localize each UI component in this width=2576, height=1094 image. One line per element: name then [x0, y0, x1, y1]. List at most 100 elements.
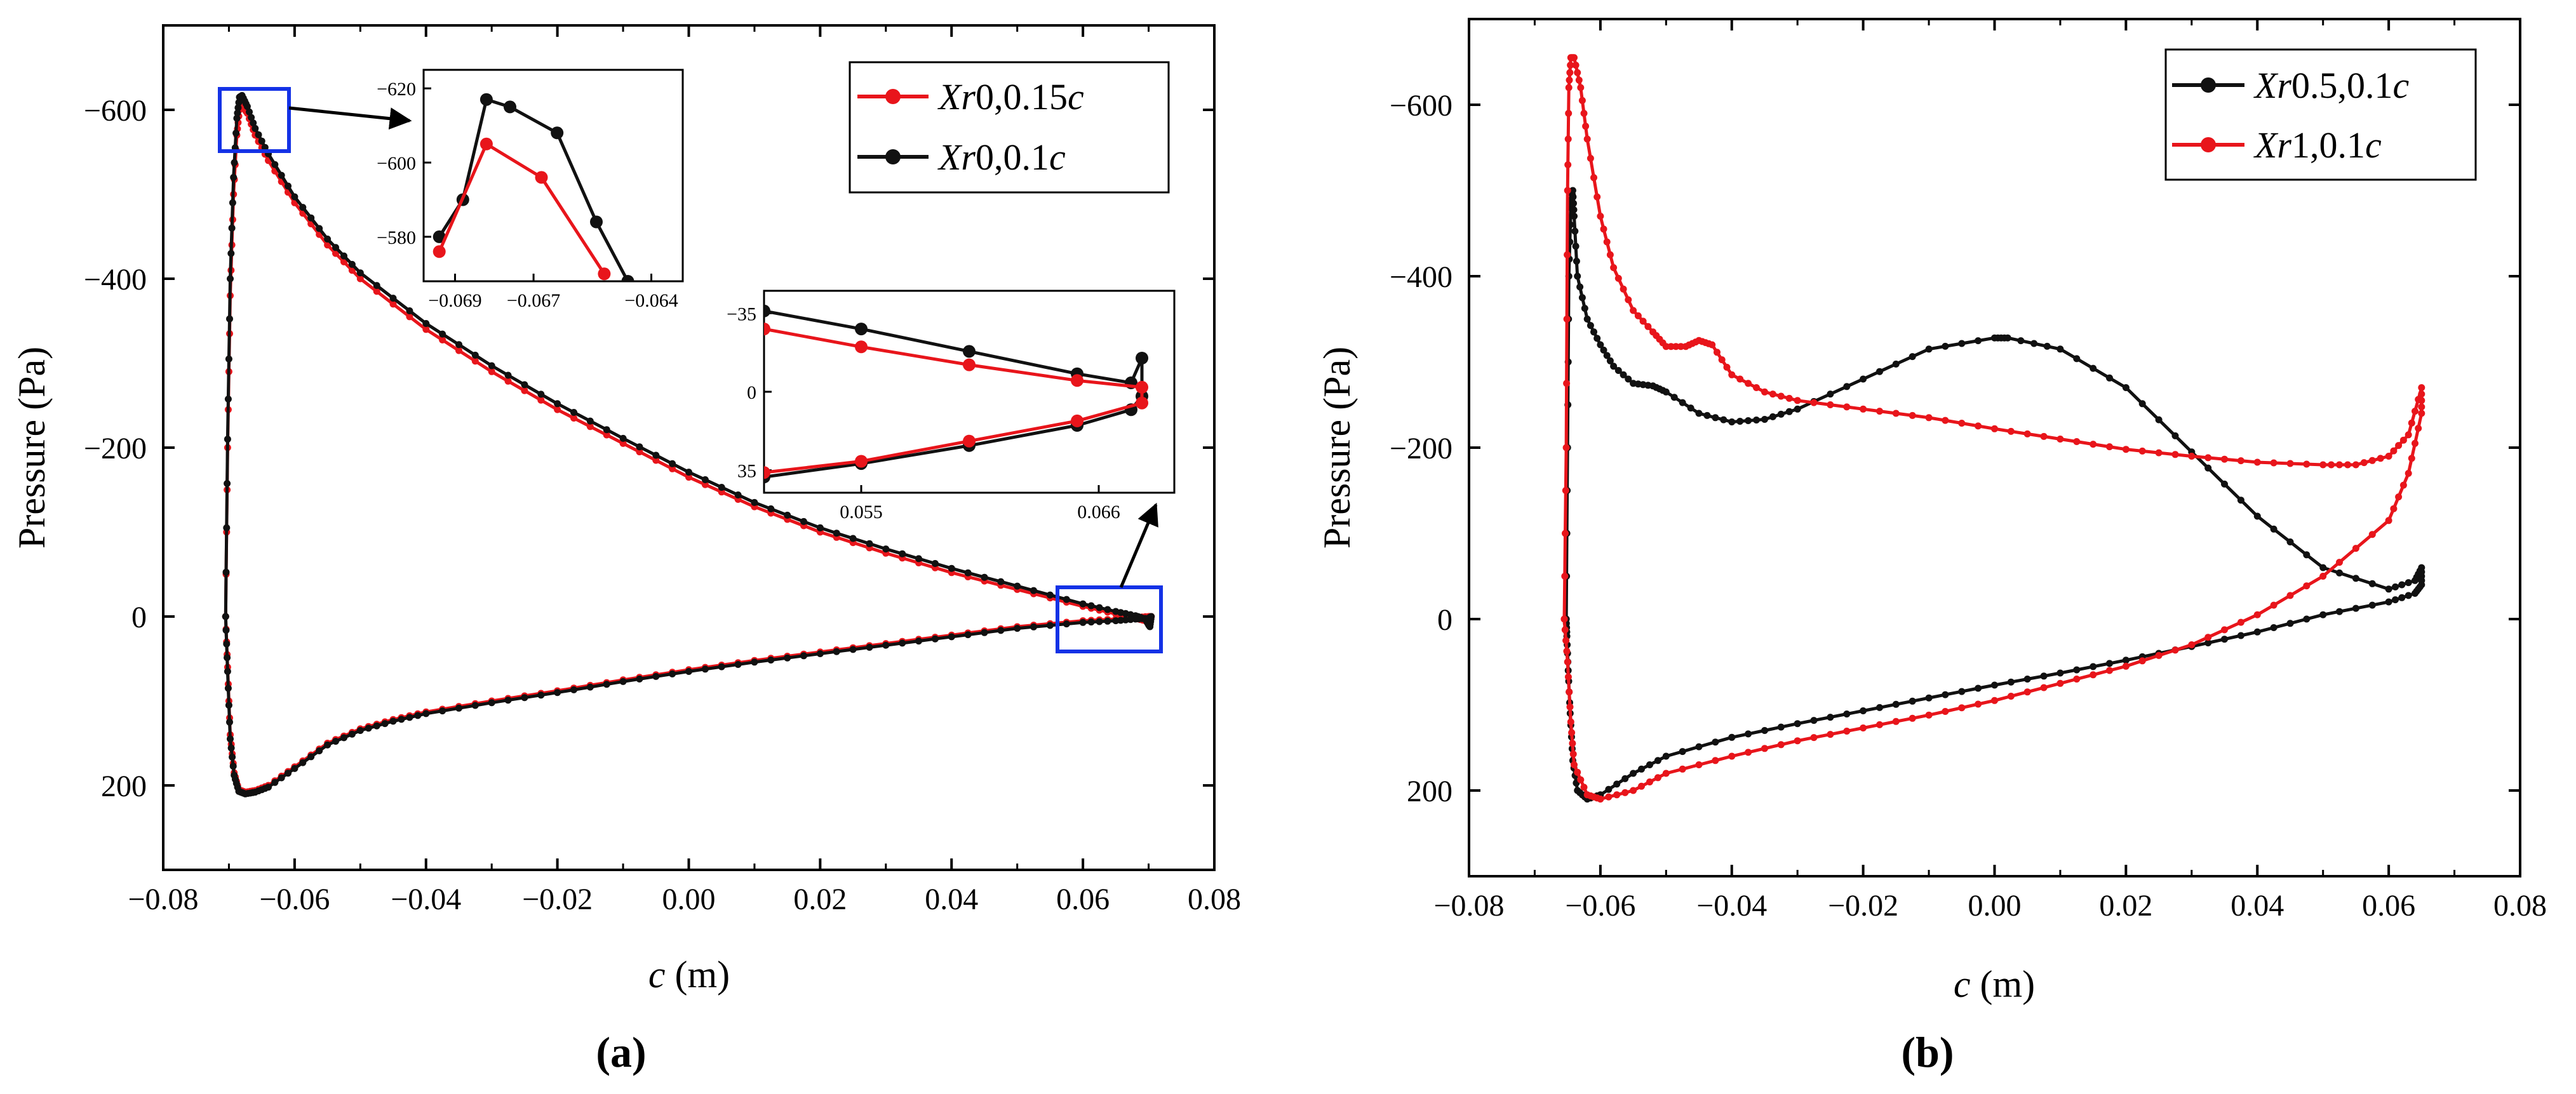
- a-series-0-point: [586, 423, 594, 430]
- a-series-1-point: [227, 250, 235, 257]
- b-series-1-point: [2303, 460, 2311, 468]
- b-series-0-point: [2352, 604, 2359, 612]
- a-series-1-point: [964, 631, 972, 639]
- b-series-0-point: [2221, 480, 2228, 488]
- a-series-1-point: [422, 710, 430, 717]
- b-series-0-point: [2106, 374, 2113, 382]
- b-series-1-point: [1564, 135, 1572, 143]
- b-series-0-point: [1745, 730, 1752, 738]
- b-series-1-point: [1718, 356, 1726, 364]
- a-series-1-point: [833, 530, 840, 537]
- in1-y-tick-label: −580: [377, 227, 416, 248]
- legend-a-label-1: Xr0,0.15c: [937, 76, 1084, 117]
- b-series-1-point: [2237, 457, 2244, 465]
- a-series-1-point: [227, 735, 234, 743]
- a-series-1-point: [521, 381, 528, 389]
- legend-a-label-1-tail: c: [1068, 76, 1084, 117]
- b-series-0-point: [2221, 636, 2228, 643]
- legend-a-label-1-val: 0,0.15: [976, 76, 1068, 117]
- b-series-1-point: [2122, 446, 2130, 453]
- a-series-1-point: [229, 753, 236, 761]
- a-series-1-point: [228, 224, 236, 232]
- b-series-1-point: [1769, 390, 1776, 398]
- b-series-1-point: [1991, 425, 1998, 432]
- b-series-0-point: [2336, 608, 2343, 615]
- a-series-1-point: [652, 451, 660, 459]
- a-series-1-point: [348, 260, 356, 268]
- b-series-1-point: [1564, 187, 1571, 194]
- b-series-1-point: [2204, 454, 2212, 462]
- b-series-1-point: [2155, 449, 2163, 457]
- b-series-0-point: [1620, 371, 1627, 378]
- a-series-1-point: [222, 613, 229, 620]
- a-series-1-point: [285, 182, 292, 190]
- b-series-0-point: [1876, 704, 1883, 711]
- a-y-tick-label: 200: [101, 770, 147, 803]
- a-series-1-point: [537, 390, 545, 398]
- b-series-0-point: [1860, 375, 1867, 383]
- b-series-1-point: [2056, 679, 2064, 687]
- in1-x-tick-label: −0.069: [428, 290, 481, 311]
- a-series-1-point: [324, 236, 332, 243]
- a-series-1-point: [964, 569, 972, 577]
- a-series-1-point: [234, 109, 241, 117]
- a-series-0-point: [324, 241, 332, 249]
- b-series-0-point: [2030, 340, 2038, 347]
- a-series-1-point: [1087, 602, 1095, 610]
- b-series-1-point: [1745, 749, 1752, 756]
- x-axis-title-a-var: c: [648, 954, 666, 996]
- inset-peak-ticks: −0.069 −0.067 −0.064 −620 −600 −580: [377, 79, 678, 311]
- a-series-1-point: [1096, 618, 1103, 625]
- a-series-1-point: [356, 727, 364, 734]
- legend-b-label-1: Xr0.5,0.1c: [2253, 65, 2410, 106]
- a-series-0-point: [348, 267, 356, 274]
- a-series-0-point: [603, 431, 610, 439]
- b-series-1-point: [1563, 648, 1571, 655]
- a-series-1-point: [243, 103, 251, 110]
- b-series-0-point: [2270, 525, 2277, 533]
- a-series-0-point: [488, 368, 495, 375]
- b-series-0-point: [2106, 660, 2113, 667]
- b-series-1-point: [2395, 493, 2403, 501]
- a-x-tick-label: −0.08: [128, 883, 198, 916]
- a-series-1-point: [1096, 604, 1103, 611]
- b-series-1-point: [1600, 225, 1607, 233]
- a-series-0-point: [332, 250, 339, 257]
- a-series-1-point: [899, 550, 906, 557]
- b-series-1-point: [1561, 626, 1569, 634]
- b-series-0-point: [2286, 538, 2294, 545]
- a-series-1-point: [997, 578, 1005, 585]
- b-series-1-point: [1571, 761, 1578, 768]
- b-series-1-point: [1745, 380, 1752, 387]
- b-series-1-point: [1654, 774, 1661, 782]
- a-series-0-point: [356, 275, 364, 283]
- b-series-1-point: [1991, 697, 1998, 704]
- a-series-0-point: [537, 396, 545, 404]
- zoom-arrow-2: [1119, 502, 1158, 588]
- b-series-0-point: [2392, 583, 2399, 590]
- a-series-0-point: [373, 288, 380, 295]
- a-series-0-point: [570, 415, 577, 422]
- b-series-0-point: [2237, 497, 2244, 504]
- a-series-1-point: [299, 204, 307, 211]
- in2-point-1: [963, 358, 976, 371]
- b-series-1-point: [2056, 436, 2064, 443]
- in2-point-0: [764, 304, 770, 317]
- b-series-0-point: [2017, 337, 2025, 345]
- b-series-1-point: [2408, 419, 2415, 427]
- in2-point-1: [1136, 380, 1148, 394]
- a-series-1-point: [931, 635, 939, 643]
- b-series-0-point: [1712, 414, 1719, 422]
- b-series-0-point: [1679, 748, 1686, 756]
- a-series-1-point: [222, 568, 230, 576]
- b-series-1-point: [2352, 545, 2359, 552]
- b-series-1-point: [2399, 481, 2407, 489]
- a-series-1-point: [554, 400, 561, 408]
- a-series-0-point: [455, 347, 462, 354]
- a-series-1-point: [365, 724, 372, 732]
- a-series-1-point: [833, 648, 840, 655]
- b-series-1-point: [2344, 461, 2351, 469]
- caption-a: (a): [596, 1028, 646, 1076]
- in1-point-0: [480, 93, 493, 106]
- b-series-1-point: [1568, 729, 1576, 737]
